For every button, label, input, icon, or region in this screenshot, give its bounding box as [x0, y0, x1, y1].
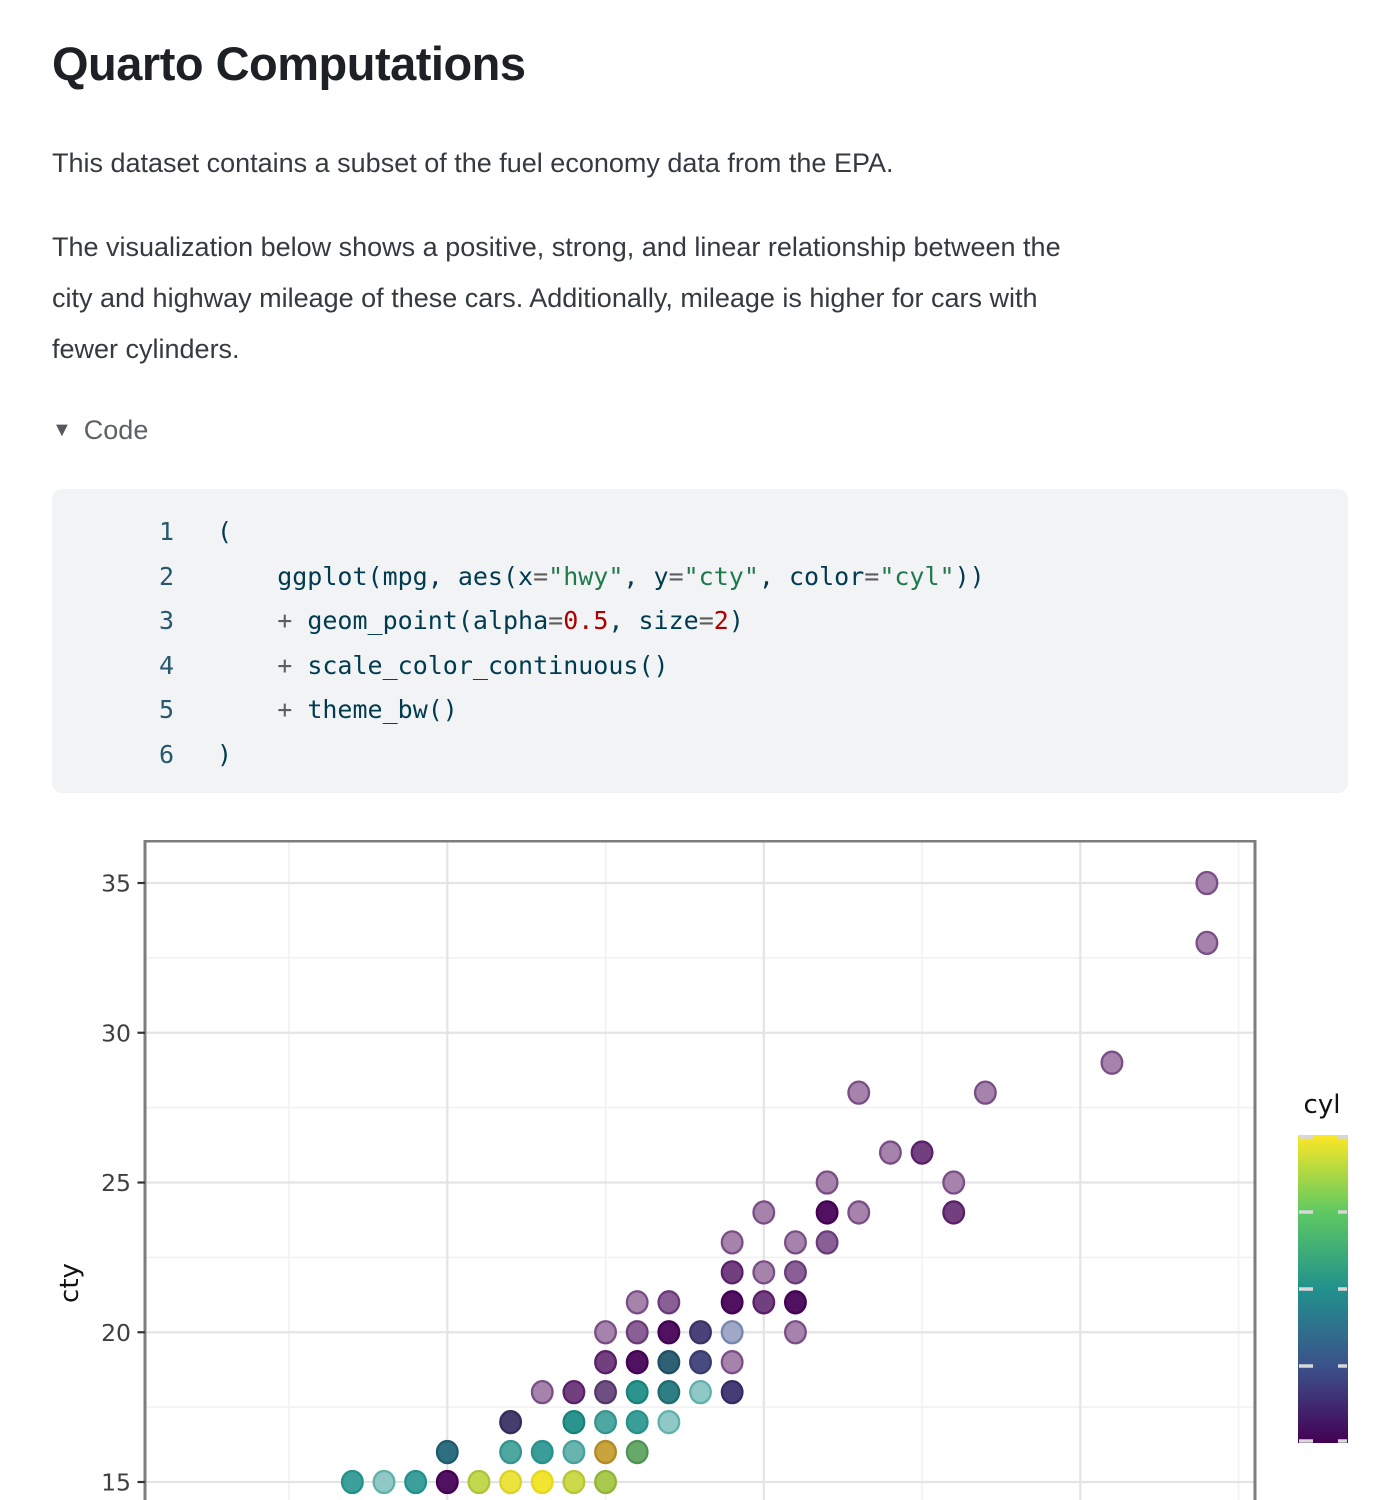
scatter-points — [340, 870, 1219, 1495]
data-point — [404, 1469, 428, 1495]
data-point — [784, 1230, 807, 1255]
data-point — [562, 1380, 586, 1405]
data-point — [815, 1170, 839, 1195]
code-listing: 1(2 ggplot(mpg, aes(x="hwy", y="cty", co… — [52, 489, 1348, 777]
data-point — [910, 1140, 934, 1165]
data-point — [530, 1380, 554, 1405]
svg-text:20: 20 — [101, 1319, 131, 1347]
legend-title: cyl — [1304, 1090, 1341, 1120]
code-line: 5 + theme_bw() — [104, 688, 1348, 733]
data-point — [657, 1350, 681, 1375]
data-point — [689, 1350, 712, 1375]
data-point — [530, 1439, 554, 1465]
code-block: 1(2 ggplot(mpg, aes(x="hwy", y="cty", co… — [52, 489, 1348, 793]
data-point — [689, 1380, 712, 1405]
data-point — [594, 1380, 618, 1405]
page-title: Quarto Computations — [52, 37, 526, 90]
data-point — [720, 1230, 744, 1255]
code-line-number: 3 — [158, 606, 174, 635]
data-point — [973, 1080, 997, 1105]
data-point — [784, 1260, 807, 1285]
data-point — [784, 1290, 807, 1315]
data-point — [594, 1320, 618, 1345]
svg-text:30: 30 — [101, 1019, 131, 1047]
data-point — [720, 1290, 744, 1315]
data-point — [657, 1409, 681, 1435]
data-point — [625, 1409, 649, 1435]
data-point — [1100, 1050, 1124, 1075]
code-line: 4 + scale_color_continuous() — [104, 644, 1348, 689]
data-point — [657, 1380, 681, 1405]
data-point — [467, 1469, 491, 1495]
data-point — [499, 1469, 523, 1495]
code-line-number: 6 — [158, 739, 174, 769]
data-point — [1195, 870, 1219, 896]
code-line: 1( — [104, 510, 1348, 555]
data-point — [625, 1290, 649, 1315]
y-axis-ticks — [137, 881, 145, 1484]
data-point — [372, 1469, 396, 1495]
data-point — [625, 1380, 649, 1405]
data-point — [720, 1350, 744, 1375]
data-point — [435, 1439, 459, 1465]
legend-colorbar: cyl — [1298, 1090, 1348, 1443]
data-point — [752, 1260, 776, 1285]
data-point — [815, 1200, 839, 1225]
data-point — [562, 1469, 586, 1495]
chevron-down-icon: ▼ — [52, 419, 72, 441]
data-point — [594, 1439, 618, 1465]
code-line-number: 5 — [158, 695, 174, 724]
gridlines-minor — [145, 841, 1255, 1500]
data-point — [720, 1260, 744, 1285]
data-point — [720, 1380, 744, 1405]
svg-text:35: 35 — [101, 870, 131, 898]
code-line-number: 4 — [158, 650, 174, 680]
panel-border — [143, 840, 1257, 1500]
y-axis-title: cty — [55, 1263, 85, 1303]
scatter-plot: 35 30 25 20 15 cty cyl — [55, 840, 1348, 1500]
data-point — [562, 1409, 586, 1435]
data-point — [752, 1200, 776, 1225]
svg-text:15: 15 — [101, 1469, 131, 1497]
data-point — [340, 1469, 364, 1495]
data-point — [625, 1350, 649, 1375]
legend-ticks — [1299, 1135, 1347, 1443]
y-axis-tick-labels: 35 30 25 20 15 — [101, 870, 131, 1497]
data-point — [657, 1320, 681, 1345]
data-point — [784, 1320, 807, 1345]
data-point — [1195, 930, 1219, 956]
data-point — [942, 1170, 966, 1195]
description-paragraph: The visualization below shows a positive… — [52, 232, 1061, 364]
code-line: 3 + geom_point(alpha=0.5, size=2) — [104, 599, 1348, 644]
code-line-number: 1 — [158, 517, 174, 546]
data-point — [594, 1409, 618, 1435]
data-point — [625, 1320, 649, 1345]
data-point — [942, 1200, 966, 1225]
data-point — [530, 1469, 554, 1495]
data-point — [752, 1290, 776, 1315]
code-fold-toggle[interactable]: ▼ Code — [52, 415, 148, 446]
code-line: 6) — [104, 733, 1348, 778]
data-point — [720, 1320, 744, 1345]
code-fold-label: Code — [83, 415, 149, 445]
data-point — [499, 1439, 523, 1465]
data-point — [499, 1409, 523, 1435]
data-point — [594, 1469, 618, 1495]
code-line: 2 ggplot(mpg, aes(x="hwy", y="cty", colo… — [104, 555, 1348, 600]
data-point — [562, 1439, 586, 1465]
data-point — [847, 1200, 871, 1225]
data-point — [878, 1140, 902, 1165]
data-point — [435, 1469, 459, 1495]
svg-text:25: 25 — [101, 1169, 131, 1197]
intro-paragraph: This dataset contains a subset of the fu… — [52, 148, 894, 178]
data-point — [815, 1230, 839, 1255]
data-point — [847, 1080, 871, 1105]
code-line-number: 2 — [158, 561, 174, 591]
data-point — [594, 1350, 618, 1375]
data-point — [689, 1320, 712, 1345]
data-point — [625, 1439, 649, 1465]
data-point — [657, 1290, 681, 1315]
